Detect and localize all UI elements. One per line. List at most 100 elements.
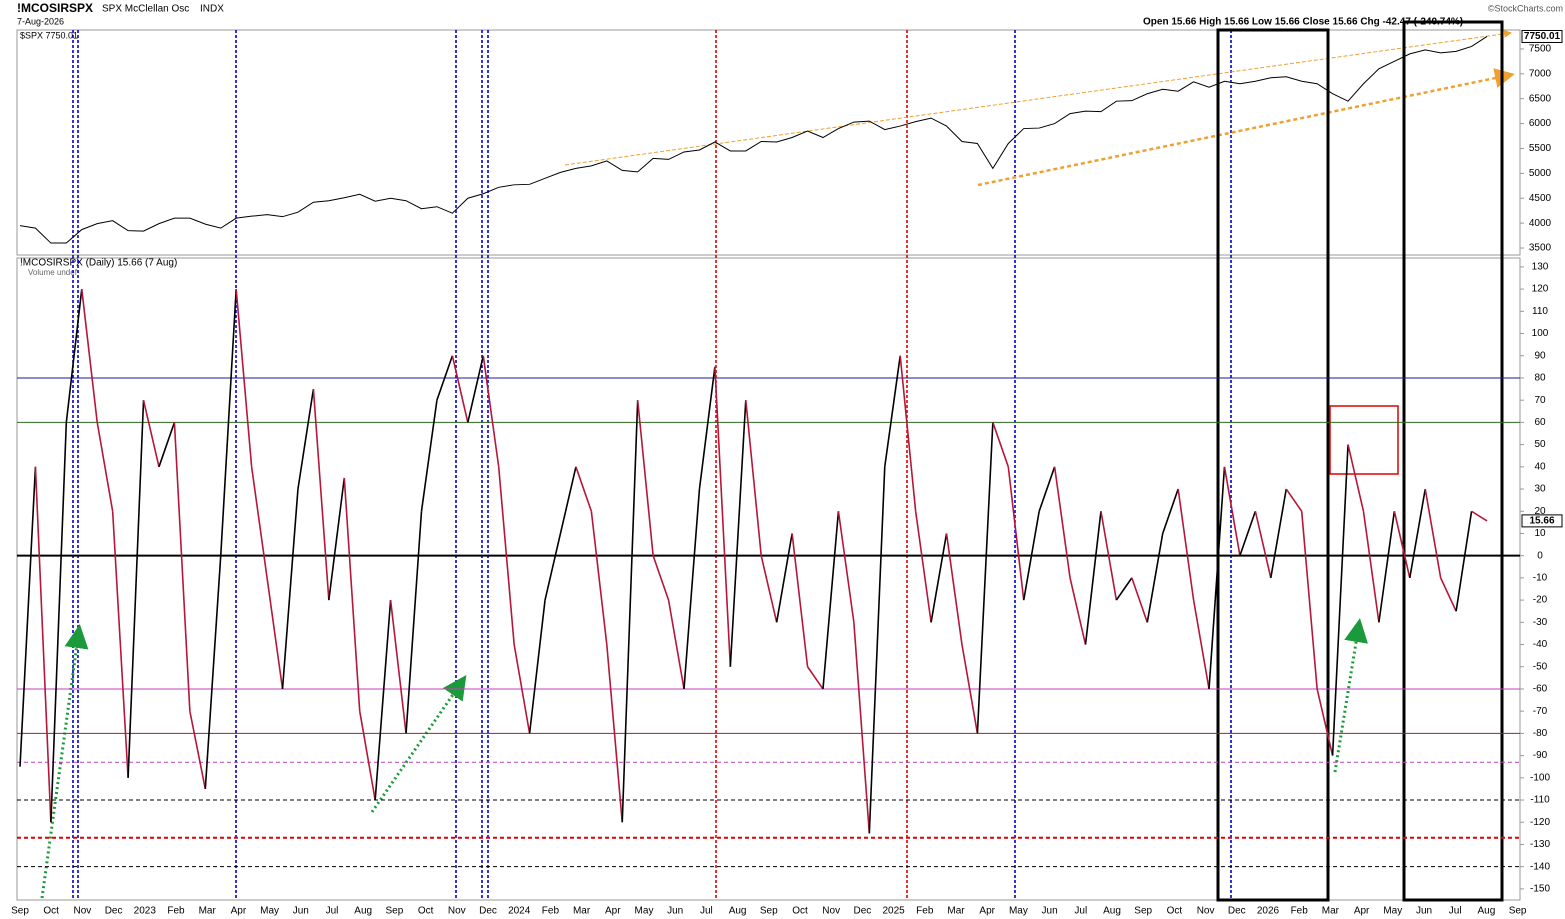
osc-segment xyxy=(281,488,299,690)
osc-segment xyxy=(189,711,207,790)
y-tick-label: 4500 xyxy=(1529,193,1552,204)
osc-segment xyxy=(930,533,948,623)
x-tick-label: Sep xyxy=(1134,906,1152,917)
osc-segment xyxy=(992,422,1010,468)
x-tick-label: 2025 xyxy=(882,906,905,917)
osc-segment xyxy=(714,366,732,667)
osc-segment xyxy=(837,511,855,623)
osc-segment xyxy=(235,289,253,467)
osc-panel xyxy=(16,257,1521,901)
osc-segment xyxy=(544,533,562,601)
y-tick-label: 5500 xyxy=(1529,143,1552,154)
osc-segment xyxy=(497,466,515,645)
exchange: INDX xyxy=(200,4,224,15)
osc-segment xyxy=(652,555,670,601)
osc-segment xyxy=(1022,511,1040,601)
osc-segment xyxy=(266,577,284,690)
osc-segment xyxy=(219,289,237,556)
x-tick-label: Feb xyxy=(542,906,560,917)
symbol: !MCOSIRSPX xyxy=(17,1,93,15)
osc-segment xyxy=(1115,577,1133,601)
highlight-box xyxy=(1329,405,1399,475)
osc-segment xyxy=(1223,466,1241,556)
y-tick-label: -90 xyxy=(1533,750,1548,761)
x-tick-label: Apr xyxy=(1354,906,1370,917)
osc-segment xyxy=(528,600,546,734)
y-tick-label: 4000 xyxy=(1529,218,1552,229)
x-tick-label: Dec xyxy=(1228,906,1246,917)
osc-segment xyxy=(744,400,763,556)
x-tick-label: Nov xyxy=(448,906,466,917)
osc-segment xyxy=(65,289,83,423)
y-tick-label: -70 xyxy=(1533,706,1548,717)
y-tick-label: 110 xyxy=(1532,306,1548,317)
x-tick-label: Dec xyxy=(105,906,123,917)
y-tick-label: 50 xyxy=(1534,439,1546,450)
osc-segment xyxy=(158,422,176,468)
osc-segment xyxy=(19,466,37,767)
osc-segment xyxy=(590,511,608,645)
price-legend: $SPX 7750.01 xyxy=(20,30,78,40)
osc-segment xyxy=(914,511,932,623)
x-tick-label: Oct xyxy=(1167,906,1183,917)
osc-segment xyxy=(1378,511,1396,623)
osc-segment xyxy=(142,399,160,467)
osc-segment xyxy=(358,711,376,801)
osc-segment xyxy=(1316,688,1334,756)
y-tick-label: -150 xyxy=(1530,884,1550,895)
osc-segment xyxy=(853,622,871,834)
y-tick-label: 30 xyxy=(1534,484,1546,495)
x-tick-label: Nov xyxy=(822,906,840,917)
osc-segment xyxy=(791,533,809,667)
osc-segment xyxy=(250,466,268,578)
x-tick-label: Apr xyxy=(231,906,247,917)
osc-segment xyxy=(436,355,454,401)
osc-segment xyxy=(868,466,886,834)
x-tick-label: Sep xyxy=(1509,906,1527,917)
x-tick-label: May xyxy=(1383,906,1402,917)
ohlc: Open 15.66 High 15.66 Low 15.66 Close 15… xyxy=(1143,17,1463,28)
osc-segment xyxy=(111,511,129,778)
last-value-label: 7750.01 xyxy=(1524,31,1561,42)
x-tick-label: Jul xyxy=(1449,906,1462,917)
osc-segment xyxy=(1347,444,1365,512)
x-tick-label: Jul xyxy=(1074,906,1087,917)
osc-segment xyxy=(945,533,963,645)
osc-segment xyxy=(729,400,747,667)
y-tick-label: 20 xyxy=(1534,506,1546,517)
osc-segment xyxy=(961,644,979,734)
brand: ©StockCharts.com xyxy=(1488,3,1563,13)
x-tick-label: Mar xyxy=(1322,906,1340,917)
osc-segment xyxy=(1393,511,1411,579)
osc-segment xyxy=(1424,488,1442,579)
osc-segment xyxy=(806,666,824,690)
osc-segment xyxy=(1362,511,1380,623)
osc-segment xyxy=(1069,577,1087,645)
last-value-box xyxy=(1521,514,1563,528)
osc-segment xyxy=(899,355,917,512)
highlight-box xyxy=(1216,28,1330,902)
osc-segment xyxy=(1331,444,1349,756)
x-tick-label: Aug xyxy=(729,906,747,917)
last-value-box xyxy=(1521,29,1563,43)
y-tick-label: -80 xyxy=(1533,728,1548,739)
x-tick-label: 2024 xyxy=(508,906,531,917)
y-tick-label: 3500 xyxy=(1529,243,1552,254)
osc-segment xyxy=(80,289,99,423)
x-tick-label: Jun xyxy=(667,906,683,917)
date: 7-Aug-2026 xyxy=(17,16,64,26)
osc-segment xyxy=(328,477,346,601)
osc-segment xyxy=(204,555,222,789)
osc-segment xyxy=(405,511,423,734)
x-tick-label: May xyxy=(260,906,279,917)
x-tick-label: Feb xyxy=(1291,906,1309,917)
green-arrow xyxy=(370,675,467,813)
x-tick-label: Mar xyxy=(199,906,217,917)
osc-segment xyxy=(1471,510,1488,522)
osc-segment xyxy=(513,644,531,734)
osc-segment xyxy=(883,355,901,467)
x-tick-label: Feb xyxy=(916,906,934,917)
osc-segment xyxy=(1254,511,1272,579)
y-tick-label: 60 xyxy=(1534,417,1546,428)
osc-segment xyxy=(312,389,330,601)
